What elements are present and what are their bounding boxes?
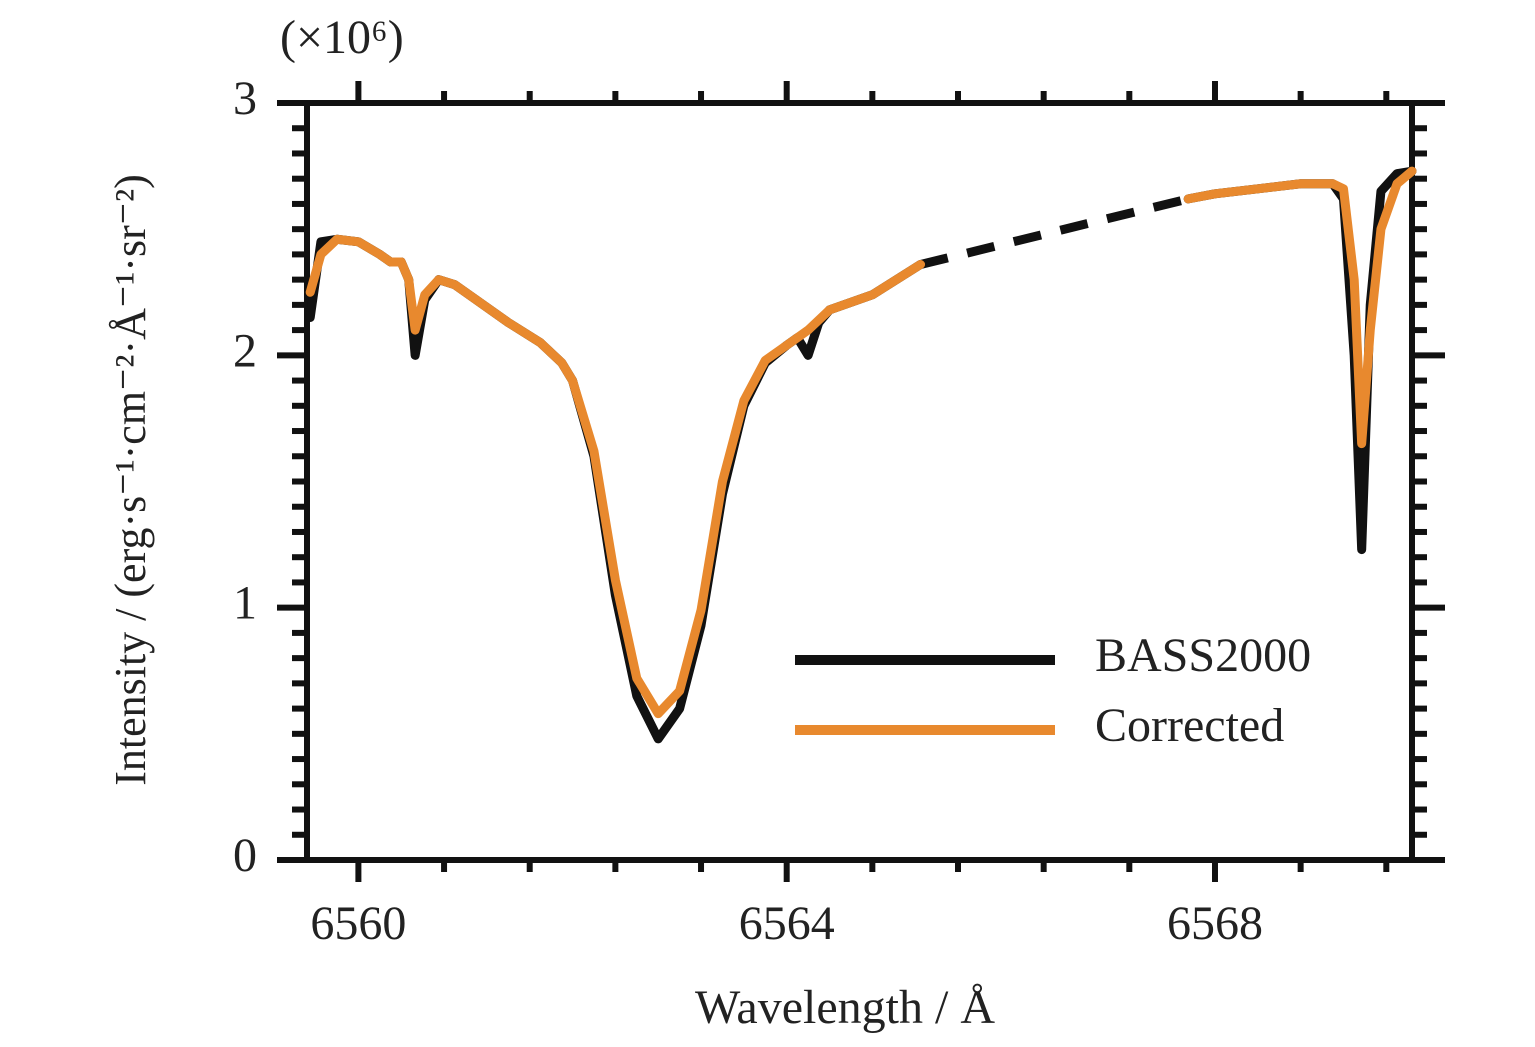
- scale-note: (×10⁶): [280, 11, 404, 64]
- series-line: [1183, 166, 1417, 449]
- gap-bridge: [919, 194, 1190, 269]
- series-line: [305, 234, 926, 719]
- y-tick-label: 1: [233, 577, 257, 630]
- x-tick-label: 6560: [310, 897, 406, 950]
- y-tick-label: 2: [233, 324, 257, 377]
- x-axis-label: Wavelength / Å: [695, 981, 995, 1034]
- legend-label: BASS2000: [1095, 629, 1311, 682]
- y-axis-label: Intensity / (erg·s⁻¹·cm⁻²·Å⁻¹·sr⁻²): [106, 174, 155, 786]
- plot-frame: [304, 100, 1415, 863]
- y-tick-label: 3: [233, 72, 257, 125]
- legend-label: Corrected: [1095, 699, 1284, 752]
- y-tick-label: 0: [233, 829, 257, 882]
- x-tick-label: 6564: [739, 897, 835, 950]
- x-tick-label: 6568: [1167, 897, 1263, 950]
